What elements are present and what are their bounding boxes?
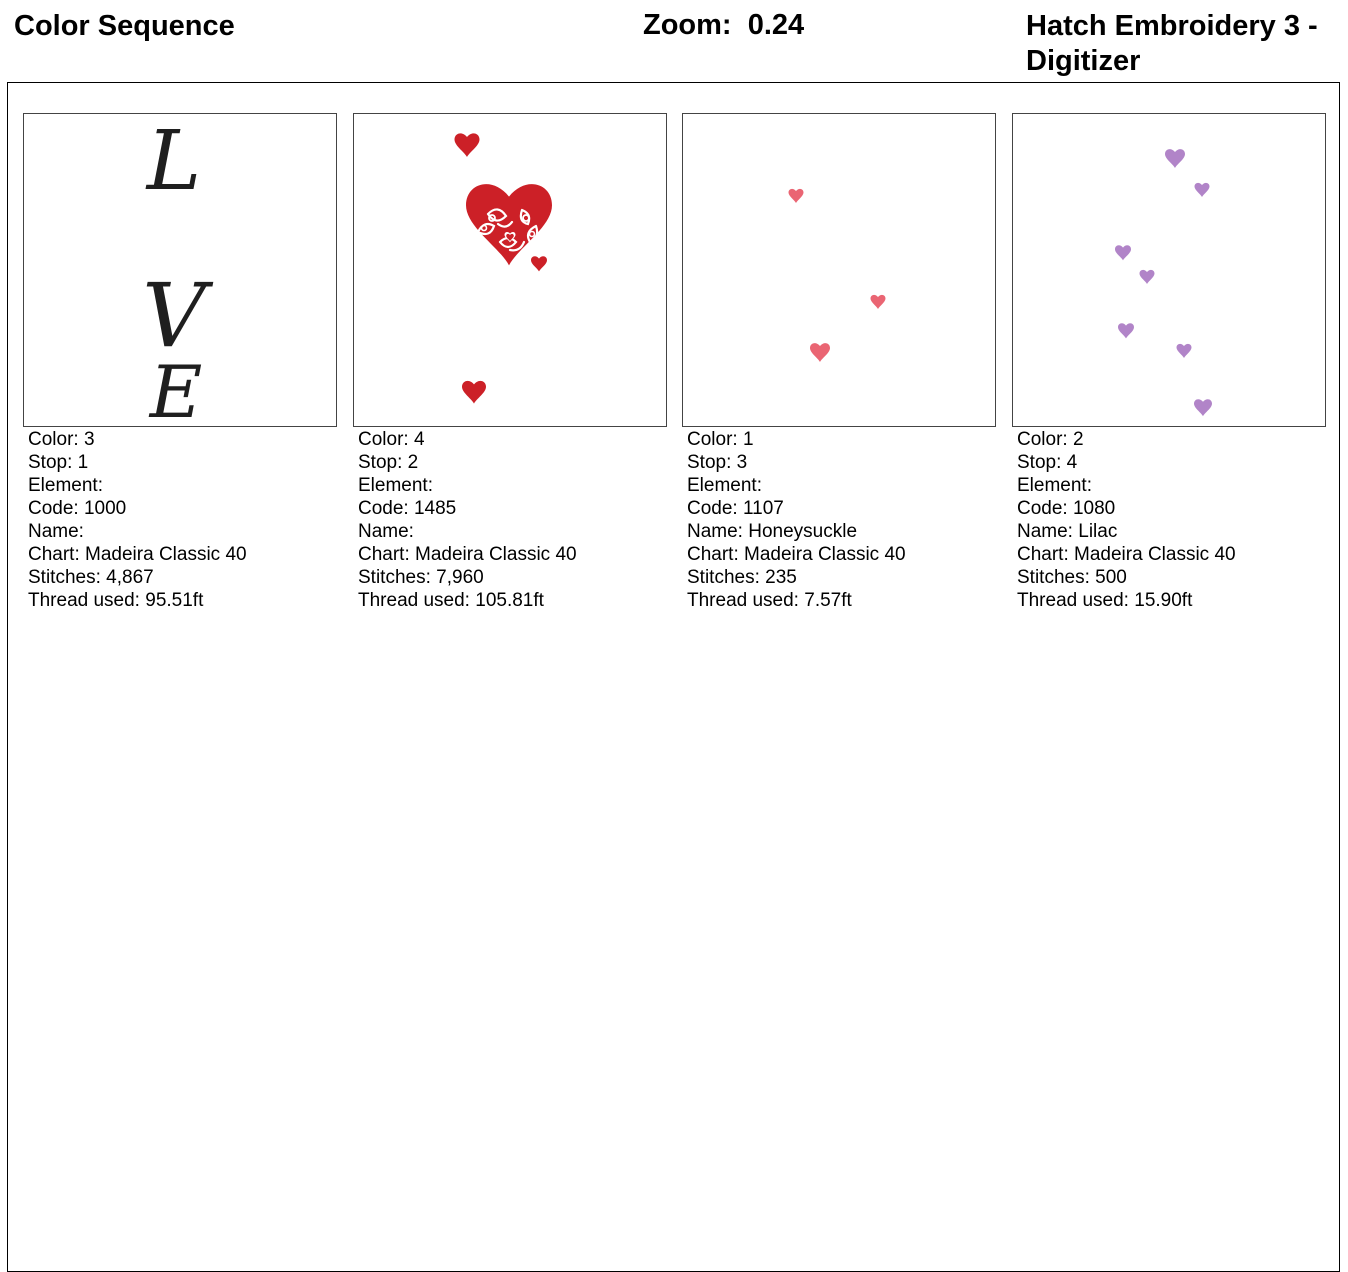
heart-icon <box>454 133 480 157</box>
stop-value: 3 <box>736 452 748 473</box>
stitches-value: 7,960 <box>436 567 484 588</box>
color-value: 2 <box>1072 429 1084 450</box>
zoom-label: Zoom: <box>643 9 732 41</box>
zoom-readout: Zoom: 0.24 <box>643 9 804 42</box>
design-preview <box>353 113 667 427</box>
design-preview <box>682 113 996 427</box>
thread-info: Color: 3 Stop: 1 Element: Code: 1000 Nam… <box>28 429 247 611</box>
filigree-heart-icon <box>466 184 552 266</box>
heart-icon <box>531 256 547 272</box>
letter-preview: L V E <box>142 114 214 426</box>
thread-value: 15.90ft <box>1134 590 1193 611</box>
zoom-value: 0.24 <box>747 9 805 41</box>
letter-e: E <box>148 350 203 426</box>
heart-icon <box>1165 149 1185 168</box>
heart-preview <box>454 133 552 404</box>
name-value: Lilac <box>1078 521 1118 542</box>
heart-icon <box>1194 399 1212 417</box>
chart-value: Madeira Classic 40 <box>85 544 247 565</box>
chart-value: Madeira Classic 40 <box>415 544 577 565</box>
design-preview <box>1012 113 1326 427</box>
heart-icon <box>1118 323 1134 339</box>
heart-icon <box>462 380 486 404</box>
heart-icon <box>810 343 830 362</box>
heart-icon <box>870 294 886 309</box>
code-value: 1000 <box>83 498 127 519</box>
color-card: Color: 2 Stop: 4 Element: Code: 1080 Nam… <box>1012 113 1326 612</box>
color-value: 4 <box>413 429 425 450</box>
stitches-value: 500 <box>1095 567 1127 588</box>
chart-value: Madeira Classic 40 <box>1074 544 1236 565</box>
thread-info: Color: 1 Stop: 3 Element: Code: 1107 Nam… <box>687 429 906 611</box>
chart-value: Madeira Classic 40 <box>744 544 906 565</box>
design-preview: L V E <box>23 113 337 427</box>
stop-value: 4 <box>1066 452 1078 473</box>
heart-icon <box>1194 182 1210 197</box>
thread-value: 7.57ft <box>804 590 852 611</box>
thread-value: 95.51ft <box>145 590 204 611</box>
code-value: 1107 <box>742 498 784 519</box>
stop-value: 1 <box>77 452 89 473</box>
letter-l: L <box>145 114 201 209</box>
app-name: Hatch Embroidery 3 - Digitizer <box>1026 10 1318 77</box>
thread-value: 105.81ft <box>475 590 544 611</box>
stop-value: 2 <box>407 452 419 473</box>
name-value: Honeysuckle <box>748 521 858 542</box>
color-card: L V E Color: 3 Stop: 1 Element: Code: 10… <box>23 113 337 612</box>
code-value: 1080 <box>1072 498 1116 519</box>
heart-preview <box>1115 149 1212 417</box>
thread-info: Color: 4 Stop: 2 Element: Code: 1485 Nam… <box>358 429 577 611</box>
color-card: Color: 4 Stop: 2 Element: Code: 1485 Nam… <box>353 113 667 612</box>
thread-info: Color: 2 Stop: 4 Element: Code: 1080 Nam… <box>1017 429 1236 611</box>
heart-icon <box>788 188 804 203</box>
color-value: 3 <box>83 429 95 450</box>
color-value: 1 <box>742 429 754 450</box>
page-title: Color Sequence <box>14 10 235 42</box>
heart-preview <box>788 188 886 362</box>
stitches-value: 4,867 <box>106 567 154 588</box>
report-header: Color Sequence Zoom: 0.24 Hatch Embroide… <box>0 0 1348 82</box>
color-card: Color: 1 Stop: 3 Element: Code: 1107 Nam… <box>682 113 996 612</box>
heart-icon <box>1176 343 1192 358</box>
heart-icon <box>1115 245 1131 261</box>
heart-icon <box>1139 269 1155 284</box>
code-value: 1485 <box>413 498 457 519</box>
letter-v: V <box>142 264 214 367</box>
stitches-value: 235 <box>765 567 797 588</box>
